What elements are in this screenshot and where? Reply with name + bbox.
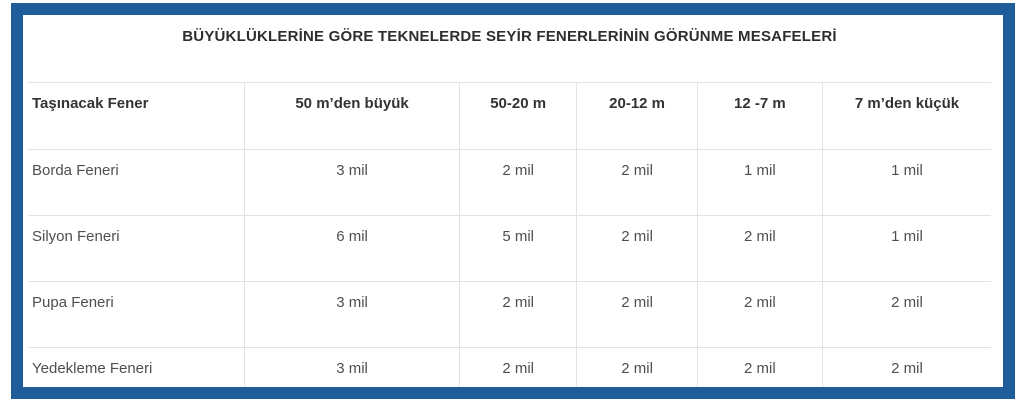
cell-value: 3 mil <box>244 149 460 216</box>
table-row-borda-feneri: Borda Feneri 3 mil 2 mil 2 mil 1 mil 1 m… <box>28 149 991 216</box>
table-row-yedekleme-feneri: Yedekleme Feneri 3 mil 2 mil 2 mil 2 mil… <box>28 347 991 387</box>
cell-value: 2 mil <box>821 281 991 348</box>
cell-value: 2 mil <box>696 281 823 348</box>
cell-value: 2 mil <box>576 215 698 282</box>
column-header-tasinacak-fener: Taşınacak Fener <box>28 82 245 150</box>
table-row-pupa-feneri: Pupa Feneri 3 mil 2 mil 2 mil 2 mil 2 mi… <box>28 281 991 348</box>
column-header-20-12m: 20-12 m <box>576 82 698 150</box>
cell-value: 2 mil <box>821 347 991 387</box>
cell-value: 2 mil <box>576 149 698 216</box>
row-label: Borda Feneri <box>28 149 245 216</box>
cell-value: 6 mil <box>244 215 460 282</box>
cell-value: 2 mil <box>696 215 823 282</box>
header-row: Taşınacak Fener 50 m’den büyük 50-20 m 2… <box>28 82 991 150</box>
visibility-distance-table: BÜYÜKLÜKLERİNE GÖRE TEKNELERDE SEYİR FEN… <box>28 15 991 387</box>
table-title: BÜYÜKLÜKLERİNE GÖRE TEKNELERDE SEYİR FEN… <box>182 28 837 45</box>
cell-value: 2 mil <box>696 347 823 387</box>
cell-value: 3 mil <box>244 347 460 387</box>
cell-value: 2 mil <box>458 149 577 216</box>
row-label: Pupa Feneri <box>28 281 245 348</box>
cell-value: 1 mil <box>696 149 823 216</box>
cell-value: 2 mil <box>576 347 698 387</box>
cell-value: 1 mil <box>821 215 991 282</box>
column-header-12-7m: 12 -7 m <box>696 82 823 150</box>
content-frame: BÜYÜKLÜKLERİNE GÖRE TEKNELERDE SEYİR FEN… <box>11 3 1015 399</box>
row-label: Yedekleme Feneri <box>28 347 245 387</box>
column-header-50m-den-buyuk: 50 m’den büyük <box>244 82 460 150</box>
column-header-7m-den-kucuk: 7 m’den küçük <box>821 82 991 150</box>
row-label: Silyon Feneri <box>28 215 245 282</box>
cell-value: 1 mil <box>821 149 991 216</box>
cell-value: 2 mil <box>576 281 698 348</box>
cell-value: 2 mil <box>458 281 577 348</box>
title-row: BÜYÜKLÜKLERİNE GÖRE TEKNELERDE SEYİR FEN… <box>28 15 991 83</box>
column-header-50-20m: 50-20 m <box>458 82 577 150</box>
cell-value: 5 mil <box>458 215 577 282</box>
cell-value: 2 mil <box>458 347 577 387</box>
cell-value: 3 mil <box>244 281 460 348</box>
table-row-silyon-feneri: Silyon Feneri 6 mil 5 mil 2 mil 2 mil 1 … <box>28 215 991 282</box>
